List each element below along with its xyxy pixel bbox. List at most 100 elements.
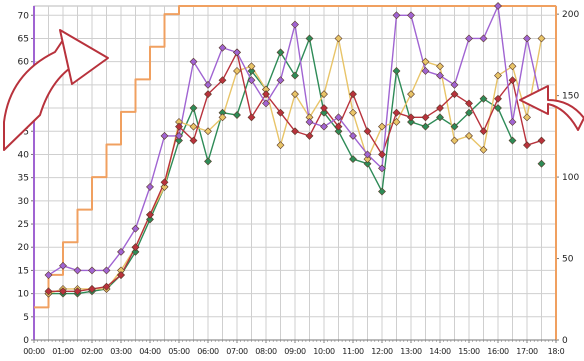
data-point-s1 — [146, 215, 154, 224]
data-point-s4 — [392, 11, 401, 20]
left-curved-arrow — [3, 39, 81, 151]
data-point-s1 — [276, 48, 285, 57]
data-point-s2 — [291, 90, 299, 99]
data-point-s2 — [247, 62, 256, 71]
right-curved-arrow — [519, 85, 584, 131]
data-point-s4 — [320, 122, 328, 131]
data-point-s3 — [247, 113, 256, 122]
data-point-s4 — [305, 118, 314, 126]
data-point-s3 — [494, 94, 502, 103]
data-point-s3 — [276, 108, 285, 117]
data-point-s4 — [117, 247, 125, 256]
data-point-s2 — [421, 57, 430, 66]
data-point-s1 — [131, 247, 140, 256]
data-point-s3 — [102, 282, 111, 291]
data-point-s1 — [537, 159, 546, 168]
data-point-s3 — [262, 90, 270, 99]
y-right-tick-label: 0 — [562, 336, 568, 346]
data-point-s1 — [450, 122, 459, 131]
y-left-tick-label: 70 — [18, 11, 30, 21]
data-point-s4 — [465, 34, 473, 43]
data-point-s1 — [378, 187, 386, 196]
data-point-s3 — [392, 108, 401, 117]
data-point-s2 — [320, 90, 328, 99]
data-point-s3 — [204, 90, 212, 99]
data-point-s4 — [479, 34, 488, 43]
data-point-s4 — [407, 11, 415, 20]
data-point-s3 — [44, 287, 53, 296]
data-point-s1 — [349, 155, 357, 164]
y-left-tick-label: 35 — [18, 174, 29, 184]
data-point-s1 — [494, 104, 502, 112]
data-point-s4 — [363, 150, 372, 159]
data-point-s1 — [175, 136, 183, 145]
x-tick-label: 09:00 — [284, 347, 306, 356]
data-point-s1 — [479, 94, 488, 103]
y-left-tick-label: 5 — [23, 313, 29, 323]
data-point-s4 — [204, 80, 212, 89]
data-point-s3 — [291, 127, 299, 136]
data-point-s1 — [233, 111, 241, 119]
data-point-s3 — [363, 127, 372, 136]
data-point-s3 — [450, 90, 459, 99]
data-point-s3 — [349, 90, 357, 99]
x-tick-label: 00:00 — [23, 347, 45, 356]
data-point-s1 — [247, 67, 256, 75]
x-tick-label: 05:00 — [168, 347, 190, 356]
data-point-s3 — [131, 243, 140, 252]
x-tick-label: 13:00 — [400, 347, 422, 356]
x-tick-label: 01:00 — [52, 347, 74, 356]
y-left-tick-label: 20 — [18, 243, 30, 253]
data-point-s1 — [291, 71, 299, 80]
data-point-s1 — [305, 34, 314, 43]
data-point-s3 — [218, 76, 227, 85]
data-point-s2 — [494, 71, 502, 80]
data-point-s1 — [392, 67, 401, 75]
x-tick-label: 07:00 — [226, 347, 248, 356]
x-tick-label: 11:00 — [342, 347, 364, 356]
x-tick-label: 04:00 — [139, 347, 161, 356]
data-point-s3 — [305, 131, 314, 140]
x-tick-label: 03:00 — [110, 347, 132, 356]
data-point-s3 — [334, 122, 343, 131]
data-point-s4 — [131, 224, 140, 233]
data-point-s2 — [233, 67, 241, 75]
data-point-s3 — [88, 285, 96, 293]
data-point-s3 — [117, 271, 125, 279]
data-point-s2 — [465, 131, 473, 140]
y-left-tick-label: 0 — [23, 336, 29, 346]
marker-group — [44, 2, 546, 298]
data-point-s2 — [334, 34, 343, 43]
data-point-s2 — [392, 118, 401, 126]
y-right-tick-label: 200 — [562, 10, 579, 20]
y-right-tick-label: 150 — [562, 92, 579, 102]
data-point-s1 — [189, 104, 198, 112]
data-point-s4 — [334, 113, 343, 122]
data-point-s3 — [378, 150, 386, 159]
y-left-tick-label: 40 — [18, 150, 30, 160]
y-left-tick-label: 30 — [18, 197, 30, 207]
data-point-s4 — [508, 118, 517, 126]
y-left-tick-label: 10 — [18, 290, 30, 300]
data-point-s3 — [146, 210, 154, 219]
y-right-tick-label: 100 — [562, 173, 579, 183]
left-arrow-head — [59, 29, 109, 85]
data-point-s2 — [160, 182, 169, 191]
data-point-s4 — [494, 2, 502, 10]
data-point-s2 — [204, 127, 212, 136]
data-point-s3 — [537, 136, 546, 145]
data-point-s4 — [262, 99, 270, 108]
data-point-s1 — [407, 118, 415, 126]
data-point-s3 — [421, 113, 430, 122]
data-point-s2 — [218, 113, 227, 122]
data-point-s4 — [349, 131, 357, 140]
data-point-s3 — [59, 287, 67, 296]
data-point-s4 — [436, 71, 444, 80]
x-tick-label: 10:00 — [313, 347, 335, 356]
data-point-s3 — [160, 178, 169, 187]
y-left-tick-label: 60 — [18, 58, 30, 68]
data-point-s3 — [465, 99, 473, 108]
y-left-tick-label: 65 — [18, 34, 29, 44]
data-point-s2 — [450, 136, 459, 145]
